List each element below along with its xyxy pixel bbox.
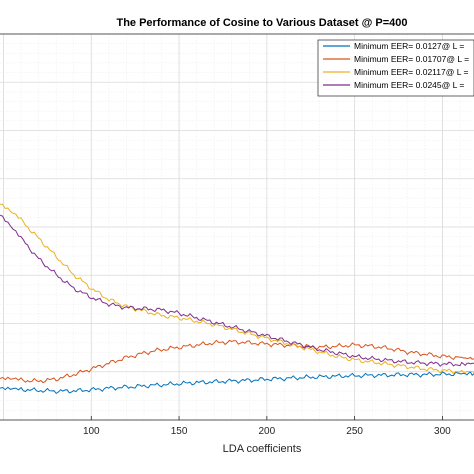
legend-label-1: Minimum EER= 0.0127@ L =	[354, 41, 464, 51]
series-line-2	[0, 339, 474, 384]
chart-title: The Performance of Cosine to Various Dat…	[116, 17, 407, 29]
x-tick-label: 250	[346, 426, 363, 437]
series-line-3	[0, 203, 474, 375]
x-ticks: 100 150 200 250 300	[83, 416, 451, 437]
legend-label-2: Minimum EER= 0.01707@ L =	[354, 54, 469, 64]
x-tick-label: 100	[83, 426, 100, 437]
x-tick-label: 150	[171, 426, 188, 437]
series-line-4	[0, 214, 474, 367]
legend-label-4: Minimum EER= 0.0245@ L =	[354, 80, 464, 90]
x-tick-label: 300	[434, 426, 451, 437]
x-tick-label: 200	[259, 426, 276, 437]
x-axis-label: LDA coefficients	[223, 443, 302, 455]
series-line-1	[0, 371, 474, 395]
legend: Minimum EER= 0.0127@ L = Minimum EER= 0.0…	[317, 39, 474, 97]
series-layer	[0, 203, 474, 395]
legend-label-3: Minimum EER= 0.02117@ L =	[354, 67, 468, 77]
legend-box	[317, 39, 474, 97]
